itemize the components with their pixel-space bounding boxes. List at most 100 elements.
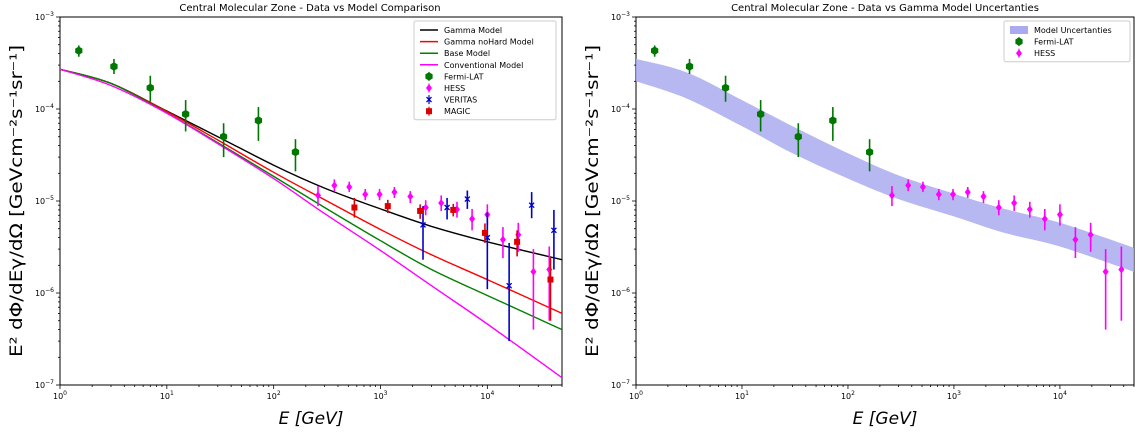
chart-right-title: Central Molecular Zone - Data vs Gamma M… [731, 3, 1039, 14]
series-model-uncertanties-band [636, 58, 1134, 272]
x-tick-label: 104 [1053, 390, 1067, 401]
legend-swatch-marker [426, 84, 432, 92]
legend-swatch-marker [1015, 37, 1023, 46]
legend-swatch-marker [426, 108, 432, 115]
data-point [547, 276, 554, 283]
data-point [220, 132, 228, 141]
x-tick-label: 102 [841, 390, 855, 401]
data-point [950, 190, 957, 199]
data-point [685, 62, 694, 71]
legend-entry: Gamma noHard Model [420, 38, 534, 47]
x-tick-label: 103 [947, 390, 961, 401]
data-point [1087, 230, 1094, 239]
legend-label: VERITAS [444, 96, 477, 105]
data-point [331, 181, 338, 190]
series-fermi-lat [75, 45, 300, 172]
legend-swatch-marker [1016, 49, 1022, 58]
chart-left-legend: Gamma Model Gamma noHard Model Base Model C… [413, 20, 557, 121]
chart-left-x-tick-labels: 100 101 102 103 104 [53, 390, 495, 401]
data-point [651, 46, 659, 55]
legend-entry: Fermi-LAT [1015, 37, 1074, 47]
chart-right-y-axis-label: E² dΦ/dEγ/dΩ [GeVcm⁻²s⁻¹sr⁻¹] [583, 45, 603, 357]
x-tick-label: 101 [160, 390, 174, 401]
chart-right-plot-frame [635, 16, 1135, 386]
x-tick-label: 102 [267, 390, 281, 401]
data-point [980, 192, 987, 201]
x-tick-label: 104 [480, 390, 494, 401]
y-tick-label: 10−7 [35, 379, 54, 390]
data-point [1041, 214, 1048, 223]
legend-label: Base Model [444, 49, 490, 58]
data-point [407, 192, 414, 201]
data-point [420, 221, 426, 228]
data-point [146, 83, 154, 92]
data-point [1072, 235, 1079, 244]
chart-right: Central Molecular Zone - Data vs Gamma M… [583, 3, 1135, 429]
x-tick-label: 100 [629, 390, 643, 401]
data-point [964, 188, 971, 197]
y-tick-label: 10−4 [611, 103, 630, 114]
legend-label: Conventional Model [444, 61, 523, 70]
legend-entry: Gamma Model [420, 26, 502, 35]
legend-label: Fermi-LAT [444, 72, 484, 81]
data-point [376, 190, 383, 199]
legend-label: Model Uncertanties [1034, 26, 1112, 35]
series-hess [888, 179, 1125, 330]
data-point [515, 230, 522, 239]
legend-entry: Conventional Model [420, 61, 523, 70]
legend-label: Fermi-LAT [1034, 38, 1074, 47]
y-tick-label: 10−3 [611, 11, 630, 22]
data-point [919, 182, 926, 191]
data-point [481, 229, 488, 236]
y-tick-label: 10−5 [611, 195, 630, 206]
legend-entry: Base Model [420, 49, 490, 58]
data-point [550, 227, 557, 234]
chart-left-y-tick-labels: 10−7 10−6 10−5 10−4 10−3 [35, 11, 54, 390]
series-hess [314, 179, 553, 330]
data-point [438, 199, 445, 208]
x-tick-label: 101 [735, 390, 749, 401]
chart-right-legend: Model Uncertanties Fermi-LAT HESS [1003, 20, 1131, 63]
series-base-model-line [60, 68, 562, 331]
data-point [254, 116, 263, 125]
data-point [506, 282, 513, 289]
data-point [1056, 210, 1063, 219]
legend-box [413, 20, 557, 121]
data-point [995, 203, 1002, 212]
data-point [866, 147, 874, 157]
legend-swatch [1010, 26, 1028, 34]
legend-entry: VERITAS [426, 95, 477, 105]
data-point [757, 109, 765, 119]
data-point [888, 191, 895, 200]
series-magic [351, 197, 554, 321]
chart-right-x-axis-label: E [GeV] [853, 409, 918, 429]
legend-entry: HESS [1016, 48, 1055, 58]
y-tick-label: 10−5 [35, 195, 54, 206]
chart-right-y-tick-labels: 10−7 10−6 10−5 10−4 10−3 [611, 11, 630, 390]
data-point [1011, 199, 1018, 208]
data-point [417, 207, 424, 214]
legend-entry: HESS [426, 83, 465, 93]
data-point [935, 190, 942, 199]
data-point [530, 267, 537, 276]
legend-label: Gamma Model [444, 26, 502, 35]
data-point [1102, 267, 1109, 276]
y-tick-label: 10−6 [611, 287, 630, 298]
legend-entry: Fermi-LAT [425, 71, 484, 81]
chart-left-y-axis-label: E² dΦ/dEγ/dΩ [GeVcm⁻²s⁻¹sr⁻¹] [7, 45, 27, 357]
data-point [346, 182, 353, 191]
chart-left-x-axis-label: E [GeV] [279, 409, 344, 429]
data-point [450, 206, 457, 213]
legend-swatch-marker [425, 72, 433, 81]
legend-swatch-marker [426, 96, 432, 103]
series-fermi-lat [651, 45, 874, 172]
data-point [444, 204, 451, 211]
data-point [314, 191, 321, 200]
chart-right-minor-ticks [632, 16, 1135, 389]
chart-left: Central Molecular Zone - Data vs Model C… [7, 3, 563, 429]
chart-left-plot-area [60, 45, 562, 379]
legend-entry: MAGIC [426, 106, 471, 116]
x-tick-label: 100 [53, 390, 67, 401]
data-point [514, 238, 521, 245]
